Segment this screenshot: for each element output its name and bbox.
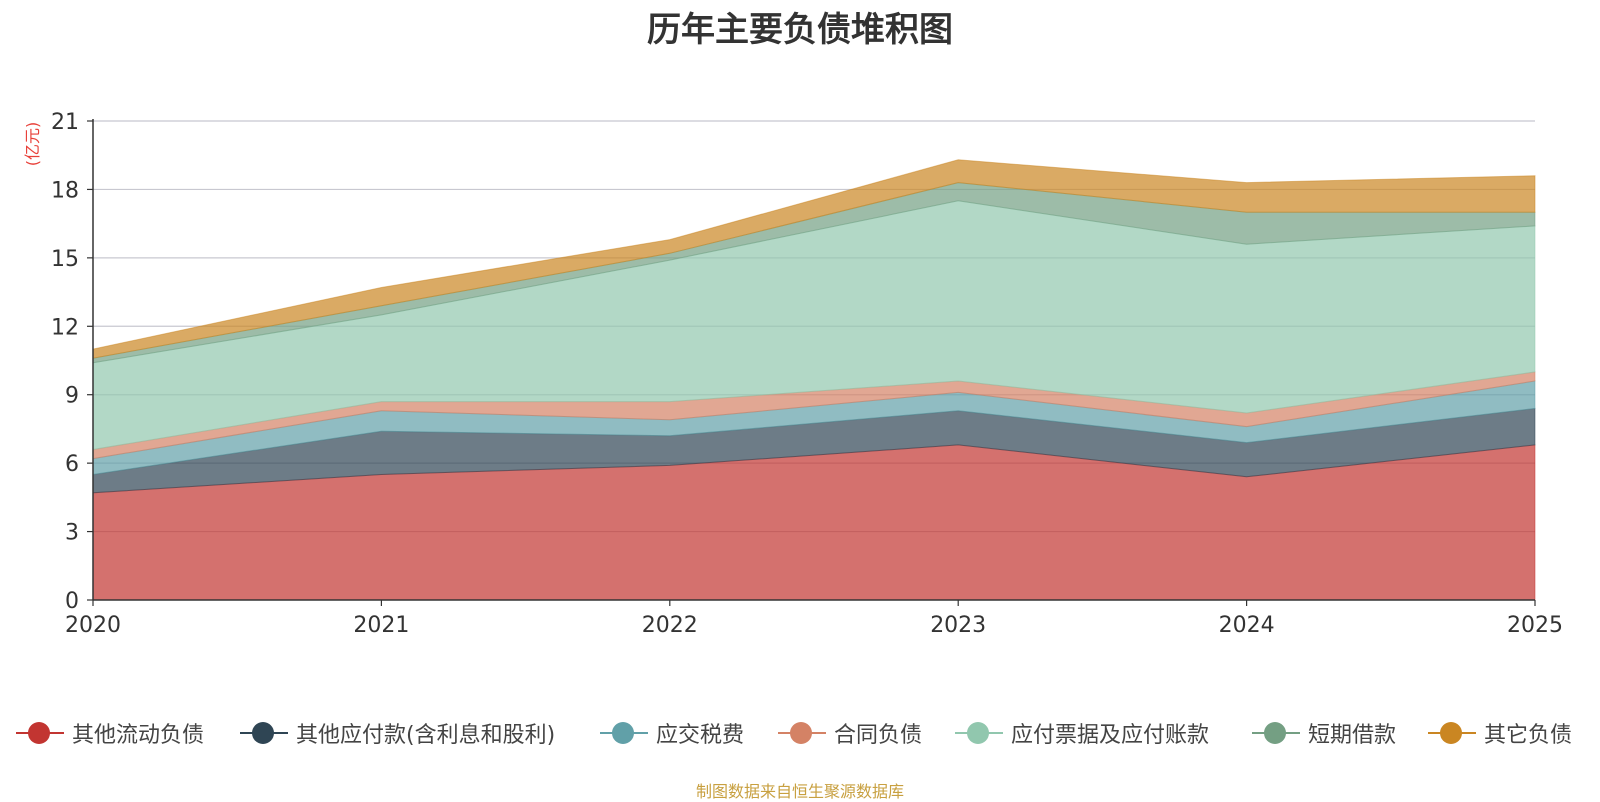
x-tick-label: 2023	[930, 613, 986, 638]
legend-item[interactable]: 其他流动负债	[16, 708, 204, 758]
legend-item[interactable]: 应交税费	[600, 708, 744, 758]
legend-marker-icon	[1428, 721, 1476, 745]
legend-marker-icon	[778, 721, 826, 745]
legend-label: 其他流动负债	[72, 723, 205, 748]
legend: 其他流动负债 其他应付款(含利息和股利) 应交税费 合同负债 应付票据及应付账款 短期借款…	[0, 708, 1600, 758]
legend-label: 短期借款	[1308, 723, 1397, 748]
y-tick-label: 0	[65, 589, 79, 614]
source-note: 制图数据来自恒生聚源数据库	[695, 782, 904, 801]
y-tick-label: 3	[65, 521, 79, 546]
y-tick-label: 15	[51, 247, 79, 272]
legend-marker-icon	[600, 721, 648, 745]
legend-label: 其他应付款(含利息和股利)	[296, 723, 556, 748]
stacked-area-chart: 0 3 6 9 12 15 18 21 2020 2021 2022 2023 2024 2025 (亿元…	[23, 110, 1563, 638]
legend-label: 应交税费	[656, 723, 745, 748]
x-tick-label: 2025	[1507, 613, 1563, 638]
y-tick-label: 6	[65, 452, 79, 477]
x-tick-label: 2024	[1219, 613, 1275, 638]
legend-marker-icon	[16, 721, 64, 745]
legend-item[interactable]: 合同负债	[778, 708, 922, 758]
legend-marker-icon	[1252, 721, 1300, 745]
chart-title: 历年主要负债堆积图	[647, 10, 953, 50]
area-series	[92, 159, 1536, 601]
x-tick-label: 2020	[65, 613, 121, 638]
x-tick-label: 2022	[642, 613, 698, 638]
x-tick-label: 2021	[353, 613, 409, 638]
legend-marker-icon	[240, 721, 288, 745]
legend-item[interactable]: 其他应付款(含利息和股利)	[240, 708, 555, 758]
legend-label: 合同负债	[834, 723, 923, 748]
y-tick-label: 18	[51, 178, 79, 203]
legend-item[interactable]: 其它负债	[1428, 708, 1572, 758]
y-tick-label: 21	[51, 110, 79, 135]
y-tick-label: 9	[65, 384, 79, 409]
y-axis-label: (亿元)	[23, 122, 42, 167]
legend-label: 应付票据及应付账款	[1011, 723, 1210, 748]
y-tick-label: 12	[51, 315, 79, 340]
legend-item[interactable]: 应付票据及应付账款	[955, 708, 1209, 758]
area-其它负债	[92, 159, 1536, 359]
legend-item[interactable]: 短期借款	[1252, 708, 1396, 758]
legend-label: 其它负债	[1484, 723, 1573, 748]
axes: 0 3 6 9 12 15 18 21 2020 2021 2022 2023 2024 2025	[51, 110, 1563, 638]
legend-marker-icon	[955, 721, 1003, 745]
